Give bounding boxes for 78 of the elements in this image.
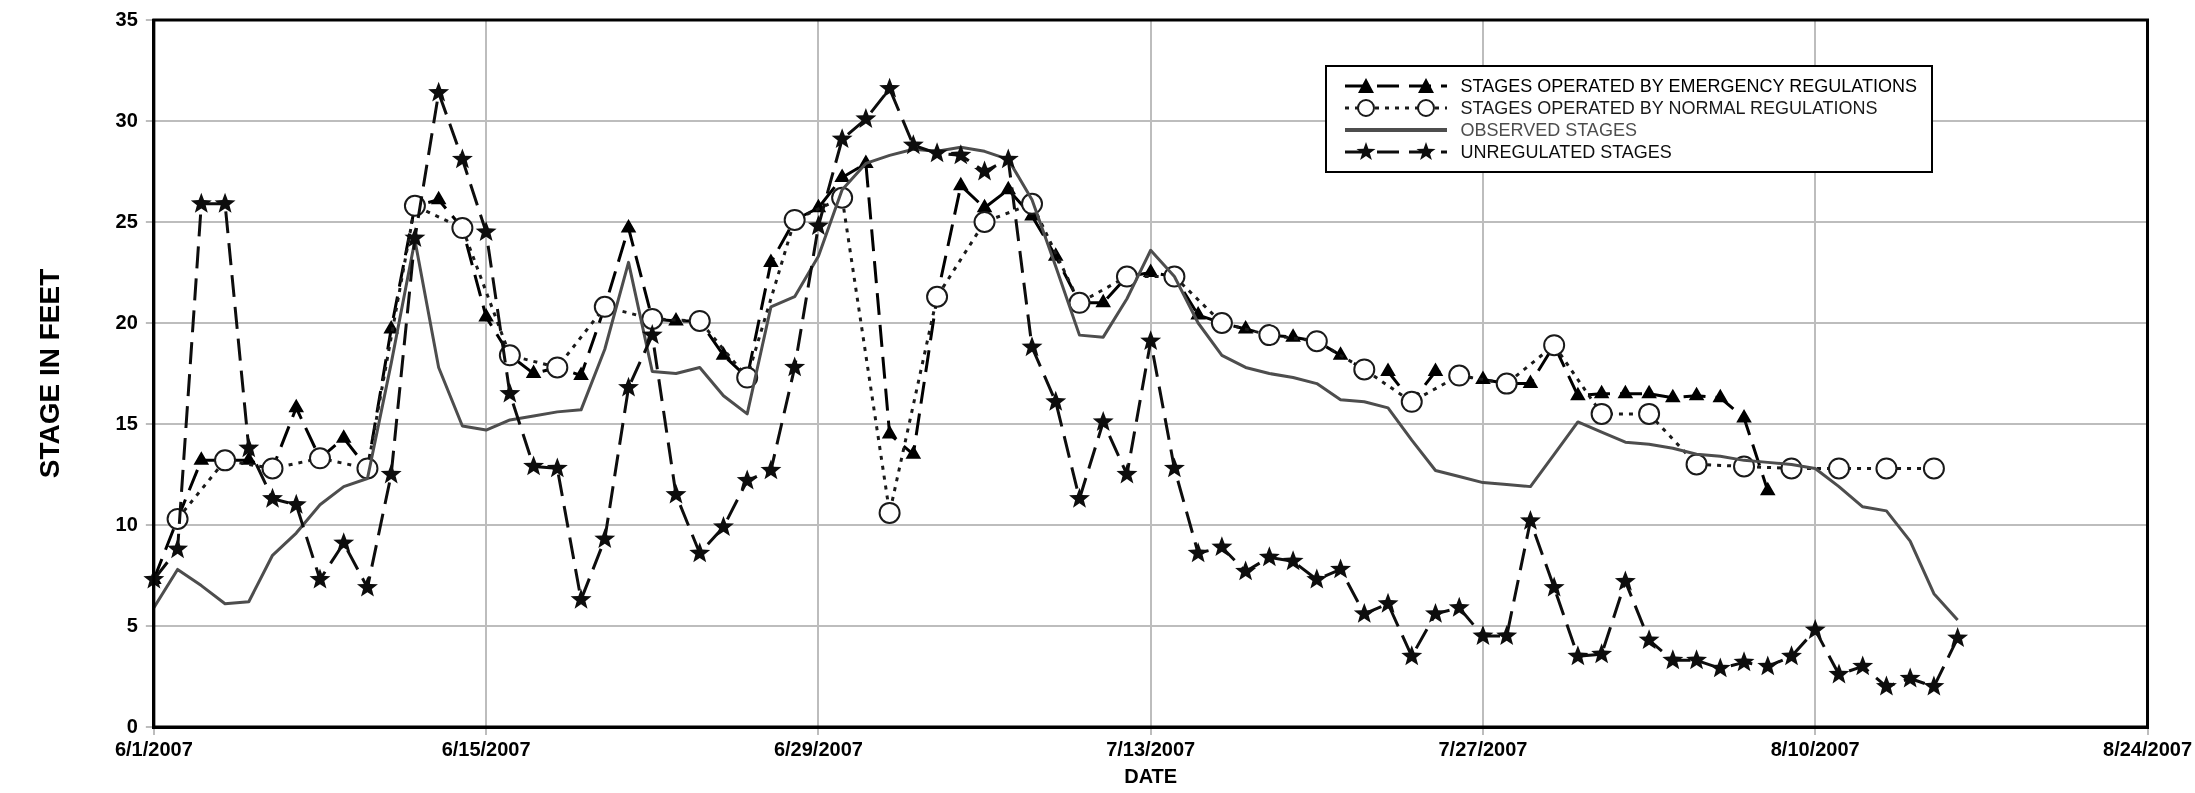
point xyxy=(641,307,664,330)
point xyxy=(1665,389,1680,403)
point xyxy=(431,191,446,205)
x-axis-title: DATE xyxy=(1124,764,1178,787)
y-axis-title: STAGE IN FEET xyxy=(33,268,65,479)
point xyxy=(621,220,636,233)
y-tick-label: 10 xyxy=(115,512,138,535)
point xyxy=(1685,453,1708,476)
point xyxy=(1642,385,1657,399)
point xyxy=(451,217,474,240)
point xyxy=(1760,482,1775,496)
point xyxy=(783,208,806,231)
point xyxy=(926,285,949,308)
legend-label: UNREGULATED STAGES xyxy=(1460,141,1672,163)
point xyxy=(878,501,901,524)
point xyxy=(546,356,569,379)
point xyxy=(835,169,850,183)
point xyxy=(1258,324,1281,347)
point xyxy=(688,309,711,332)
point xyxy=(479,308,494,322)
point xyxy=(906,446,921,459)
y-tick-label: 20 xyxy=(115,310,138,333)
point xyxy=(1448,364,1471,387)
y-tick-label: 35 xyxy=(115,7,138,30)
x-tick-label: 6/1/2007 xyxy=(114,737,193,760)
point xyxy=(1495,372,1518,395)
y-tick-label: 30 xyxy=(115,108,138,131)
y-tick-label: 0 xyxy=(126,714,138,737)
point xyxy=(1068,291,1091,314)
point xyxy=(1096,294,1111,308)
x-tick-label: 6/15/2007 xyxy=(441,737,531,760)
point xyxy=(261,457,284,480)
y-tick-label: 15 xyxy=(115,411,138,434)
x-tick-label: 6/29/2007 xyxy=(773,737,863,760)
point xyxy=(593,295,616,318)
point xyxy=(1618,385,1633,399)
point xyxy=(1115,265,1138,288)
y-tick-label: 5 xyxy=(126,613,138,636)
point xyxy=(763,254,778,267)
point xyxy=(336,430,351,443)
point xyxy=(1922,457,1945,480)
point xyxy=(308,447,331,470)
point xyxy=(977,199,992,213)
point xyxy=(1594,385,1609,399)
x-tick-label: 7/13/2007 xyxy=(1106,737,1196,760)
point xyxy=(882,426,897,439)
point xyxy=(1713,389,1728,403)
point xyxy=(574,367,589,381)
point xyxy=(1353,358,1376,381)
point xyxy=(1143,264,1158,277)
point xyxy=(1638,402,1661,425)
point xyxy=(1543,334,1566,357)
legend-label: STAGES OPERATED BY NORMAL REGULATIONS xyxy=(1460,97,1878,119)
point xyxy=(1570,387,1585,401)
legend-label: STAGES OPERATED BY EMERGENCY REGULATIONS xyxy=(1460,75,1917,97)
point xyxy=(1380,363,1396,376)
point xyxy=(973,211,996,233)
point xyxy=(1210,312,1233,334)
text: OBSERVED STAGES xyxy=(1460,119,1637,141)
point xyxy=(241,452,256,465)
point xyxy=(526,365,541,378)
point xyxy=(1305,330,1328,353)
point xyxy=(1736,409,1752,423)
point xyxy=(1590,402,1613,425)
x-tick-label: 8/24/2007 xyxy=(2103,737,2192,760)
point xyxy=(1875,457,1898,480)
point xyxy=(214,449,237,472)
point xyxy=(1428,363,1443,376)
point xyxy=(194,452,209,465)
point xyxy=(1400,390,1423,413)
y-tick-label: 25 xyxy=(115,209,138,232)
x-tick-label: 7/27/2007 xyxy=(1438,737,1528,760)
point xyxy=(716,347,731,360)
x-tick-label: 8/10/2007 xyxy=(1770,737,1860,760)
point xyxy=(289,399,304,413)
point xyxy=(1689,387,1704,401)
point xyxy=(1523,375,1538,389)
point xyxy=(953,177,968,191)
